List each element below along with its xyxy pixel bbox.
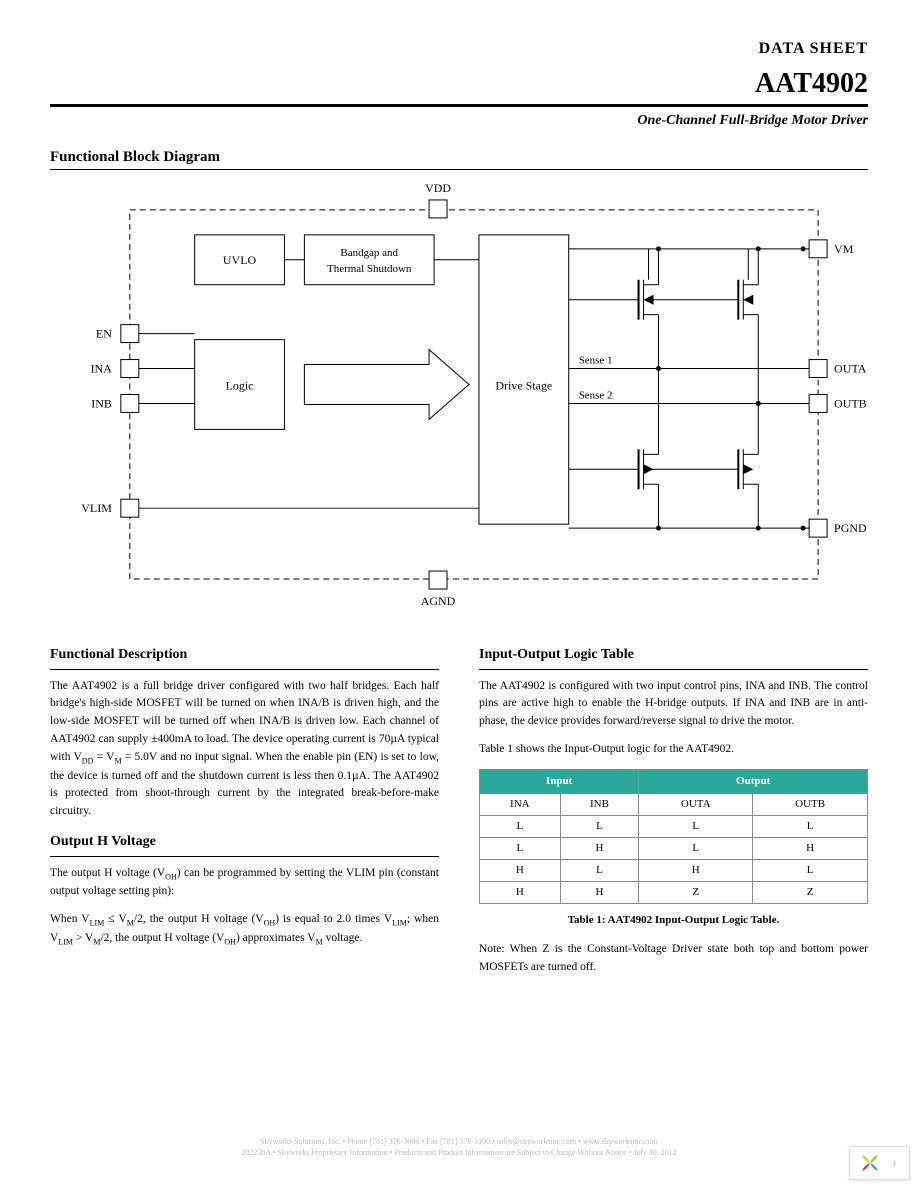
output-h-para1: The output H voltage (VOH) can be progra… xyxy=(50,865,439,902)
pin-agnd-label: AGND xyxy=(421,594,456,608)
logic-th-input: Input xyxy=(480,769,639,793)
nav-widget[interactable]: › xyxy=(849,1146,910,1180)
sense2-label: Sense 2 xyxy=(579,389,613,401)
pin-en-label: EN xyxy=(96,327,112,341)
section-title-output-h: Output H Voltage xyxy=(50,831,439,857)
pin-ina-label: INA xyxy=(91,362,113,376)
block-drive-label: Drive Stage xyxy=(495,378,552,392)
pin-pgnd-label: PGND xyxy=(834,521,867,535)
pin-vlim-label: VLIM xyxy=(81,501,112,515)
part-number-title: AAT4902 xyxy=(50,68,868,100)
chevron-right-icon[interactable]: › xyxy=(888,1154,901,1172)
output-h-para2: When VLIM ≤ VM/2, the output H voltage (… xyxy=(50,911,439,948)
block-bandgap-label-2: Thermal Shutdown xyxy=(327,263,412,275)
left-column: Functional Description The AAT4902 is a … xyxy=(50,638,439,987)
mosfet-top-right xyxy=(649,249,759,404)
section-title-io-logic: Input-Output Logic Table xyxy=(479,644,868,670)
block-logic-label: Logic xyxy=(226,378,254,392)
pin-outb-label: OUTB xyxy=(834,396,867,410)
pin-outa-label: OUTA xyxy=(834,362,867,376)
mosfet-bot-right xyxy=(649,403,759,528)
table-caption: Table 1: AAT4902 Input-Output Logic Tabl… xyxy=(479,912,868,929)
mosfet-top-left xyxy=(569,249,659,369)
sense1-label: Sense 1 xyxy=(579,355,613,367)
block-diagram: VDD AGND EN INA INB VLIM VM OUTA OUTB PG… xyxy=(50,180,868,614)
block-bandgap-label-1: Bandgap and xyxy=(340,247,398,259)
logic-table: Input Output INAINBOUTAOUTBLLLLLHLHHLHLH… xyxy=(479,769,868,904)
logic-th-output: Output xyxy=(639,769,868,793)
pin-vm-label: VM xyxy=(834,242,854,256)
io-logic-para2: Table 1 shows the Input-Output logic for… xyxy=(479,741,868,759)
part-subtitle: One-Channel Full-Bridge Motor Driver xyxy=(50,113,868,129)
pin-vdd-label: VDD xyxy=(425,181,451,195)
datasheet-label: DATA SHEET xyxy=(50,40,868,58)
io-logic-para1: The AAT4902 is configured with two input… xyxy=(479,678,868,731)
logo-icon xyxy=(858,1151,882,1175)
title-divider xyxy=(50,104,868,107)
right-column: Input-Output Logic Table The AAT4902 is … xyxy=(479,638,868,987)
page-footer: Skyworks Solutions, Inc. • Phone [781] 3… xyxy=(50,1136,868,1158)
section-title-func-desc: Functional Description xyxy=(50,644,439,670)
table-note: Note: When Z is the Constant-Voltage Dri… xyxy=(479,941,868,977)
func-desc-para: The AAT4902 is a full bridge driver conf… xyxy=(50,678,439,821)
block-uvlo-label: UVLO xyxy=(223,253,257,267)
pin-inb-label: INB xyxy=(91,396,112,410)
section-title-block-diagram: Functional Block Diagram xyxy=(50,149,868,170)
